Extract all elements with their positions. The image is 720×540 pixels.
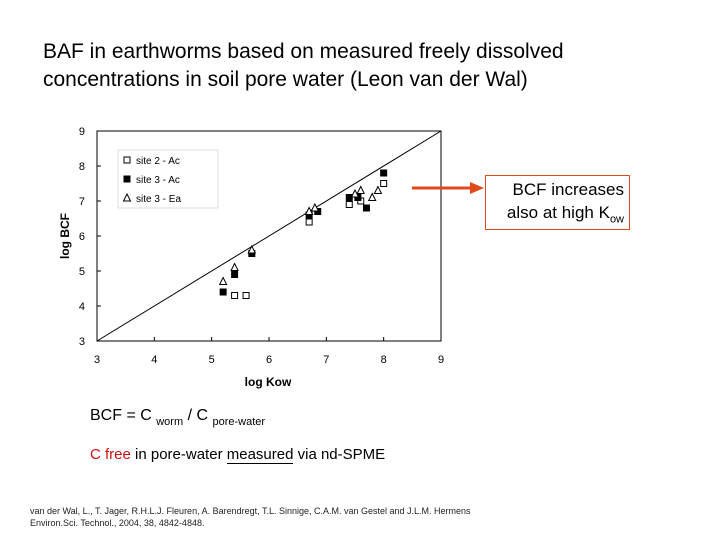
- data-point: [380, 169, 388, 177]
- y-tick-label: 9: [79, 126, 85, 138]
- free-concentration-note: C free in pore-water measured via nd-SPM…: [90, 446, 386, 464]
- x-tick-label: 4: [151, 354, 157, 366]
- x-axis-label: log Kow: [245, 375, 292, 389]
- x-tick-label: 9: [438, 354, 444, 366]
- data-point: [345, 201, 353, 208]
- callout-arrow-head: [470, 182, 484, 194]
- data-point: [362, 204, 370, 212]
- y-tick-label: 5: [79, 266, 85, 278]
- slide-title: BAF in earthworms based on measured free…: [43, 38, 683, 94]
- x-tick-label: 8: [381, 354, 387, 366]
- reference-line-1: van der Wal, L., T. Jager, R.H.L.J. Fleu…: [30, 506, 471, 516]
- data-point: [356, 185, 366, 194]
- data-point: [231, 292, 239, 299]
- data-point: [247, 244, 257, 254]
- data-point: [373, 185, 383, 194]
- y-tick-label: 4: [79, 301, 85, 313]
- c-free-text: C free: [90, 446, 131, 463]
- legend-label: site 3 - Ea: [136, 194, 181, 205]
- callout-k-subscript: ow: [609, 213, 624, 226]
- data-point: [380, 180, 388, 187]
- data-point: [230, 262, 239, 271]
- formula-prefix: BCF = C: [90, 407, 157, 424]
- x-tick-label: 7: [323, 354, 329, 366]
- y-tick-label: 6: [79, 231, 85, 243]
- bcf-formula: BCF = C worm / C pore-water: [90, 407, 266, 428]
- x-tick-label: 3: [94, 354, 100, 366]
- y-tick-label: 3: [79, 336, 85, 348]
- callout-line-1: BCF increases: [512, 180, 624, 199]
- data-point: [218, 276, 228, 285]
- title-line-1: BAF in earthworms based on measured free…: [43, 40, 564, 63]
- legend-marker: [123, 175, 131, 183]
- formula-sub-porewater: pore-water: [212, 416, 266, 428]
- title-line-2: concentrations in soil pore water (Leon …: [43, 68, 528, 91]
- data-point: [367, 192, 377, 201]
- data-point: [219, 288, 227, 296]
- legend-label: site 2 - Ac: [136, 156, 180, 167]
- legend-box: [117, 149, 219, 209]
- legend-marker: [123, 156, 131, 164]
- legend-marker: [122, 192, 132, 202]
- data-point: [231, 271, 239, 278]
- measured-text: measured: [226, 446, 294, 464]
- chart-legend: site 2 - Ac site 3 - Ac site 3 - Ea: [117, 149, 219, 209]
- legend-label: site 3 - Ac: [136, 175, 180, 186]
- data-point: [310, 202, 320, 212]
- reference-line-2: Environ.Sci. Technol., 2004, 38, 4842-48…: [30, 518, 205, 528]
- y-axis-label: log BCF: [58, 213, 72, 259]
- x-tick-label: 6: [266, 354, 272, 366]
- callout-line-2: also at high Kow: [486, 201, 624, 231]
- x-tick-label: 5: [209, 354, 215, 366]
- data-point: [242, 292, 250, 299]
- y-tick-label: 8: [79, 161, 85, 173]
- data-point: [305, 218, 313, 226]
- one-to-one-line: [96, 130, 442, 342]
- callout-k: also at high K: [506, 203, 610, 222]
- y-tick-label: 7: [79, 196, 85, 208]
- reference-citation: van der Wal, L., T. Jager, R.H.L.J. Fleu…: [30, 505, 471, 529]
- callout-box: BCF increases also at high Kow: [485, 175, 630, 230]
- formula-sub-worm: worm: [156, 416, 184, 428]
- formula-mid: / C: [183, 407, 213, 424]
- porewater-text: in pore-water: [130, 446, 227, 463]
- spme-text: via nd-SPME: [293, 446, 386, 463]
